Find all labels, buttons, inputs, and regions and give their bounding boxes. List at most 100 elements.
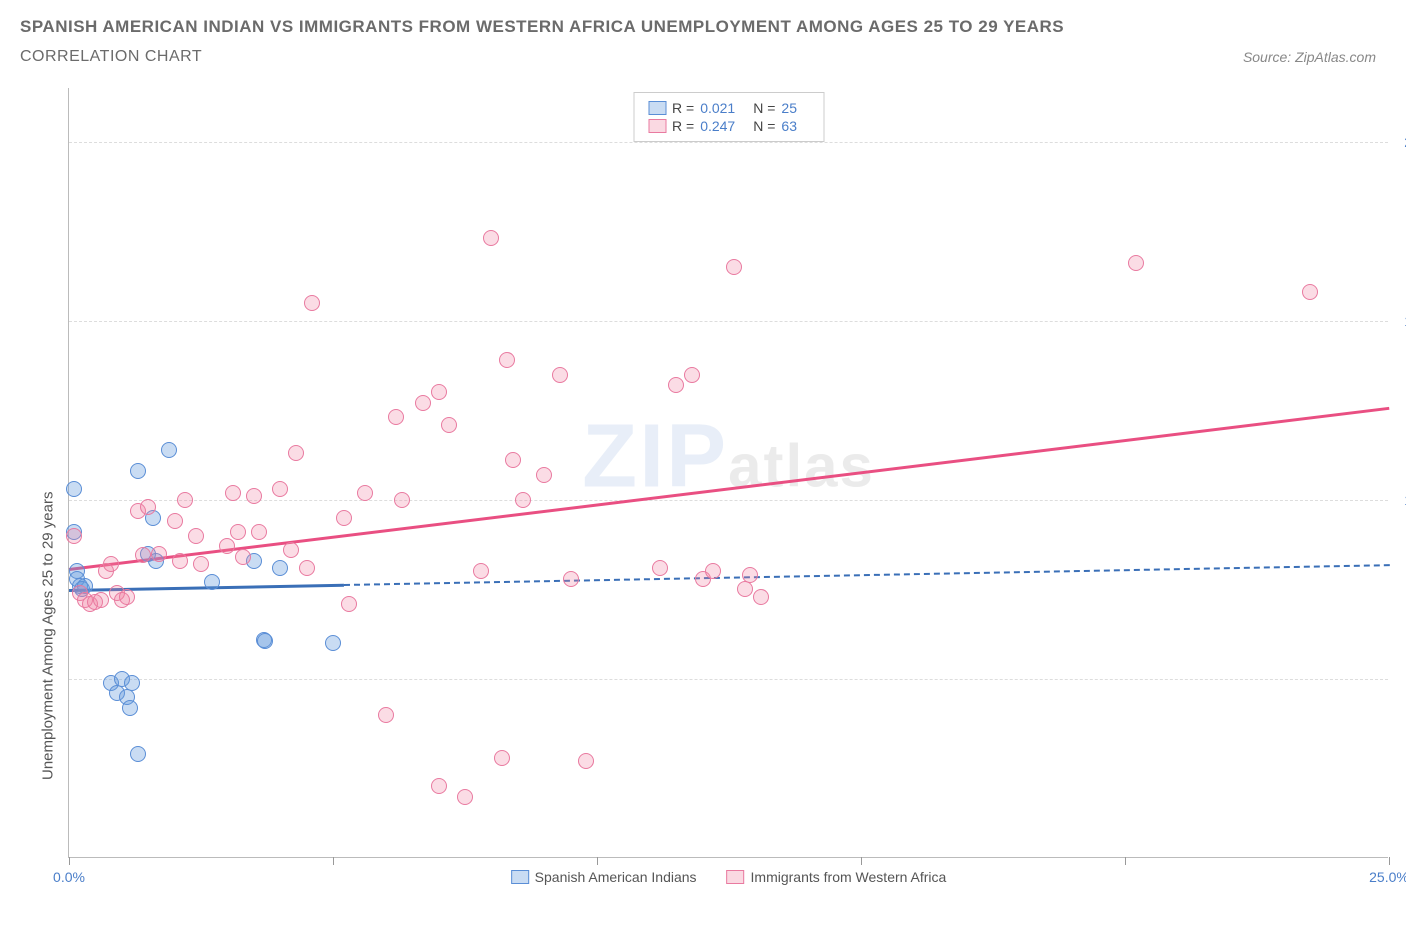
data-point	[742, 567, 758, 583]
data-point	[499, 352, 515, 368]
x-tick	[597, 857, 598, 865]
x-tick	[1125, 857, 1126, 865]
data-point	[235, 549, 251, 565]
legend-item-blue: Spanish American Indians	[511, 869, 697, 885]
data-point	[505, 452, 521, 468]
watermark: ZIPatlas	[582, 406, 875, 509]
watermark-atlas: atlas	[728, 432, 875, 501]
data-point	[753, 589, 769, 605]
data-point	[304, 295, 320, 311]
data-point	[726, 259, 742, 275]
data-point	[515, 492, 531, 508]
swatch-blue-icon	[648, 101, 666, 115]
data-point	[167, 513, 183, 529]
data-point	[415, 395, 431, 411]
data-point	[172, 553, 188, 569]
y-axis-title: Unemployment Among Ages 25 to 29 years	[40, 492, 57, 781]
data-point	[151, 546, 167, 562]
data-point	[578, 753, 594, 769]
data-point	[135, 547, 151, 563]
data-point	[140, 499, 156, 515]
r-label: R =	[672, 100, 694, 116]
swatch-blue-icon	[511, 870, 529, 884]
chart-subtitle: CORRELATION CHART	[20, 48, 202, 66]
data-point	[103, 556, 119, 572]
x-tick	[861, 857, 862, 865]
swatch-pink-icon	[648, 119, 666, 133]
x-tick	[333, 857, 334, 865]
n-label: N =	[753, 100, 775, 116]
data-point	[219, 538, 235, 554]
legend-label-pink: Immigrants from Western Africa	[751, 869, 947, 885]
gridline	[69, 321, 1388, 322]
data-point	[536, 467, 552, 483]
legend-item-pink: Immigrants from Western Africa	[727, 869, 947, 885]
subtitle-row: CORRELATION CHART Source: ZipAtlas.com	[20, 48, 1386, 66]
data-point	[246, 488, 262, 504]
stats-legend: R = 0.021 N = 25 R = 0.247 N = 63	[633, 92, 824, 142]
data-point	[66, 528, 82, 544]
data-point	[483, 230, 499, 246]
data-point	[552, 367, 568, 383]
data-point	[251, 524, 267, 540]
data-point	[705, 563, 721, 579]
data-point	[188, 528, 204, 544]
r-value-pink: 0.247	[700, 118, 735, 134]
trendline	[344, 564, 1389, 586]
r-value-blue: 0.021	[700, 100, 735, 116]
data-point	[161, 442, 177, 458]
data-point	[225, 485, 241, 501]
x-tick	[1389, 857, 1390, 865]
data-point	[299, 560, 315, 576]
data-point	[336, 510, 352, 526]
plot-area: ZIPatlas R = 0.021 N = 25 R = 0.247 N = …	[68, 88, 1388, 858]
data-point	[1302, 284, 1318, 300]
data-point	[473, 563, 489, 579]
x-tick	[69, 857, 70, 865]
chart-header: SPANISH AMERICAN INDIAN VS IMMIGRANTS FR…	[0, 0, 1406, 66]
data-point	[119, 589, 135, 605]
stats-row-blue: R = 0.021 N = 25	[648, 99, 809, 117]
data-point	[668, 377, 684, 393]
data-point	[563, 571, 579, 587]
data-point	[122, 700, 138, 716]
legend-label-blue: Spanish American Indians	[535, 869, 697, 885]
trendline	[69, 407, 1389, 571]
data-point	[288, 445, 304, 461]
chart-title: SPANISH AMERICAN INDIAN VS IMMIGRANTS FR…	[20, 14, 1386, 40]
data-point	[684, 367, 700, 383]
n-value-blue: 25	[781, 100, 797, 116]
stats-row-pink: R = 0.247 N = 63	[648, 117, 809, 135]
data-point	[193, 556, 209, 572]
data-point	[124, 675, 140, 691]
gridline	[69, 500, 1388, 501]
data-point	[431, 384, 447, 400]
r-label: R =	[672, 118, 694, 134]
data-point	[93, 592, 109, 608]
data-point	[325, 635, 341, 651]
data-point	[457, 789, 473, 805]
gridline	[69, 679, 1388, 680]
x-tick-label: 0.0%	[53, 869, 85, 885]
data-point	[388, 409, 404, 425]
data-point	[1128, 255, 1144, 271]
chart-container: Unemployment Among Ages 25 to 29 years Z…	[48, 88, 1388, 878]
data-point	[441, 417, 457, 433]
data-point	[272, 481, 288, 497]
data-point	[257, 633, 273, 649]
data-point	[204, 574, 220, 590]
data-point	[272, 560, 288, 576]
n-label: N =	[753, 118, 775, 134]
data-point	[130, 746, 146, 762]
source-text: Source: ZipAtlas.com	[1243, 49, 1386, 65]
data-point	[177, 492, 193, 508]
data-point	[341, 596, 357, 612]
data-point	[737, 581, 753, 597]
data-point	[394, 492, 410, 508]
x-tick-label: 25.0%	[1369, 869, 1406, 885]
data-point	[652, 560, 668, 576]
series-legend: Spanish American Indians Immigrants from…	[511, 869, 947, 885]
data-point	[494, 750, 510, 766]
data-point	[66, 481, 82, 497]
data-point	[431, 778, 447, 794]
